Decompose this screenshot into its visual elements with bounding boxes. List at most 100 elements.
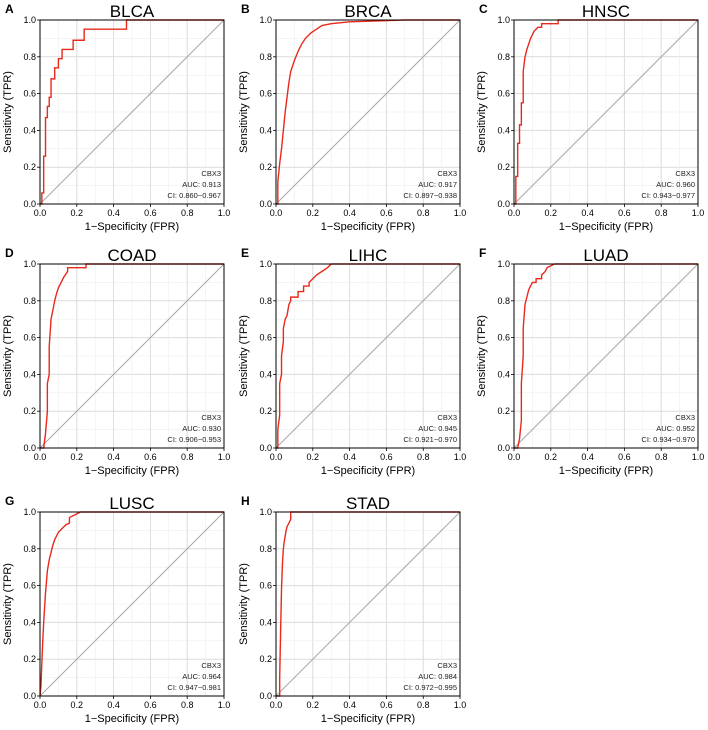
x-tick-label: 1.0 [454, 208, 467, 218]
y-tick-label: 0.6 [259, 581, 272, 591]
x-tick-label: 0.0 [270, 452, 283, 462]
x-tick-label: 0.6 [380, 208, 393, 218]
y-tick-label: 0.0 [23, 199, 36, 209]
panel-h: 0.0 0.2 0.4 0.6 0.8 1.0 0.0 0.2 0.4 0.6 0.8 1.0 H STA… [238, 494, 466, 725]
ci-label: CI: 0.972−0.995 [403, 683, 457, 692]
y-tick-label: 1.0 [259, 15, 272, 25]
x-tick-label: 1.0 [692, 452, 705, 462]
x-tick-label: 1.0 [218, 208, 231, 218]
x-tick-label: 0.4 [581, 208, 594, 218]
y-tick-label: 0.0 [259, 691, 272, 701]
x-tick-label: 0.2 [71, 452, 84, 462]
auc-label: AUC: 0.930 [182, 424, 221, 433]
x-tick-label: 0.4 [107, 700, 120, 710]
gene-label: CBX3 [437, 661, 457, 670]
y-axis-label: Sensitivity (TPR) [476, 71, 488, 153]
panel-c: 0.0 0.2 0.4 0.6 0.8 1.0 0.0 0.2 0.4 0.6 0.8 1.0 C HNS… [476, 2, 704, 233]
y-tick-label: 0.0 [259, 199, 272, 209]
plot-frame [513, 263, 699, 449]
y-tick-label: 0.2 [23, 406, 36, 416]
y-axis-label: Sensitivity (TPR) [238, 563, 250, 645]
auc-label: AUC: 0.913 [182, 180, 221, 189]
panel-a: 0.0 0.2 0.4 0.6 0.8 1.0 0.0 0.2 0.4 0.6 0.8 1.0 A BLC… [2, 2, 230, 233]
y-tick-label: 0.6 [23, 581, 36, 591]
x-tick-label: 0.0 [34, 208, 47, 218]
x-tick-label: 0.2 [307, 208, 320, 218]
chart-title: BLCA [110, 2, 155, 21]
ci-label: CI: 0.897−0.938 [403, 191, 457, 200]
y-tick-label: 0.4 [23, 617, 36, 627]
ci-label: CI: 0.934−0.970 [641, 435, 695, 444]
reference-diagonal [275, 263, 461, 449]
ci-label: CI: 0.943−0.977 [641, 191, 695, 200]
y-tick-label: 0.6 [497, 333, 510, 343]
y-tick-label: 0.2 [259, 654, 272, 664]
panel-letter: B [241, 2, 250, 16]
y-tick-label: 0.8 [23, 544, 36, 554]
x-tick-label: 0.8 [417, 452, 430, 462]
reference-diagonal [39, 511, 225, 697]
x-tick-label: 0.8 [655, 452, 668, 462]
y-tick-label: 0.6 [23, 89, 36, 99]
y-tick-label: 0.0 [23, 443, 36, 453]
y-tick-label: 1.0 [497, 259, 510, 269]
y-tick-label: 0.0 [259, 443, 272, 453]
gene-label: CBX3 [675, 413, 695, 422]
x-axis-label: 1−Specificity (FPR) [85, 713, 179, 725]
y-tick-label: 0.8 [259, 52, 272, 62]
x-tick-label: 0.6 [618, 208, 631, 218]
panel-d: 0.0 0.2 0.4 0.6 0.8 1.0 0.0 0.2 0.4 0.6 0.8 1.0 D COA… [2, 246, 230, 477]
panel-letter: G [5, 494, 14, 508]
auc-label: AUC: 0.984 [418, 672, 457, 681]
y-tick-label: 0.6 [259, 89, 272, 99]
x-tick-label: 1.0 [454, 700, 467, 710]
auc-label: AUC: 0.964 [182, 672, 221, 681]
x-axis-label: 1−Specificity (FPR) [559, 221, 653, 233]
x-axis-label: 1−Specificity (FPR) [85, 221, 179, 233]
x-tick-label: 0.0 [270, 208, 283, 218]
y-tick-label: 0.4 [259, 617, 272, 627]
chart-title: STAD [346, 494, 390, 513]
y-tick-label: 0.2 [23, 654, 36, 664]
x-axis-label: 1−Specificity (FPR) [85, 465, 179, 477]
plot-frame [39, 263, 225, 449]
reference-diagonal [39, 19, 225, 205]
plot-frame [275, 263, 461, 449]
panel-f: 0.0 0.2 0.4 0.6 0.8 1.0 0.0 0.2 0.4 0.6 0.8 1.0 F LUA… [476, 246, 704, 477]
reference-diagonal [275, 19, 461, 205]
panel-e: 0.0 0.2 0.4 0.6 0.8 1.0 0.0 0.2 0.4 0.6 0.8 1.0 E LIH… [238, 246, 466, 477]
roc-curve [39, 511, 224, 697]
gene-label: CBX3 [437, 169, 457, 178]
x-axis-label: 1−Specificity (FPR) [321, 221, 415, 233]
roc-curve [514, 263, 698, 449]
x-tick-label: 1.0 [218, 452, 231, 462]
x-tick-label: 0.4 [107, 452, 120, 462]
y-axis-label: Sensitivity (TPR) [238, 315, 250, 397]
x-tick-label: 0.8 [181, 208, 194, 218]
auc-label: AUC: 0.945 [418, 424, 457, 433]
roc-curve [40, 263, 224, 449]
roc-curve [276, 511, 460, 697]
y-tick-label: 0.4 [497, 369, 510, 379]
roc-curve [276, 263, 460, 449]
y-tick-label: 1.0 [497, 15, 510, 25]
auc-label: AUC: 0.917 [418, 180, 457, 189]
y-tick-label: 0.2 [497, 162, 510, 172]
plot-frame [513, 19, 699, 205]
x-tick-label: 0.0 [34, 700, 47, 710]
y-axis-label: Sensitivity (TPR) [238, 71, 250, 153]
y-tick-label: 0.4 [497, 125, 510, 135]
x-tick-label: 0.4 [343, 700, 356, 710]
x-tick-label: 0.2 [71, 700, 84, 710]
y-tick-label: 0.8 [497, 296, 510, 306]
auc-label: AUC: 0.952 [656, 424, 695, 433]
x-tick-label: 0.4 [581, 452, 594, 462]
y-tick-label: 1.0 [23, 507, 36, 517]
chart-title: LUAD [583, 246, 628, 265]
x-tick-label: 0.4 [107, 208, 120, 218]
y-tick-label: 0.8 [23, 52, 36, 62]
y-tick-label: 0.8 [497, 52, 510, 62]
x-tick-label: 0.8 [181, 700, 194, 710]
x-tick-label: 0.6 [618, 452, 631, 462]
y-tick-label: 0.6 [259, 333, 272, 343]
